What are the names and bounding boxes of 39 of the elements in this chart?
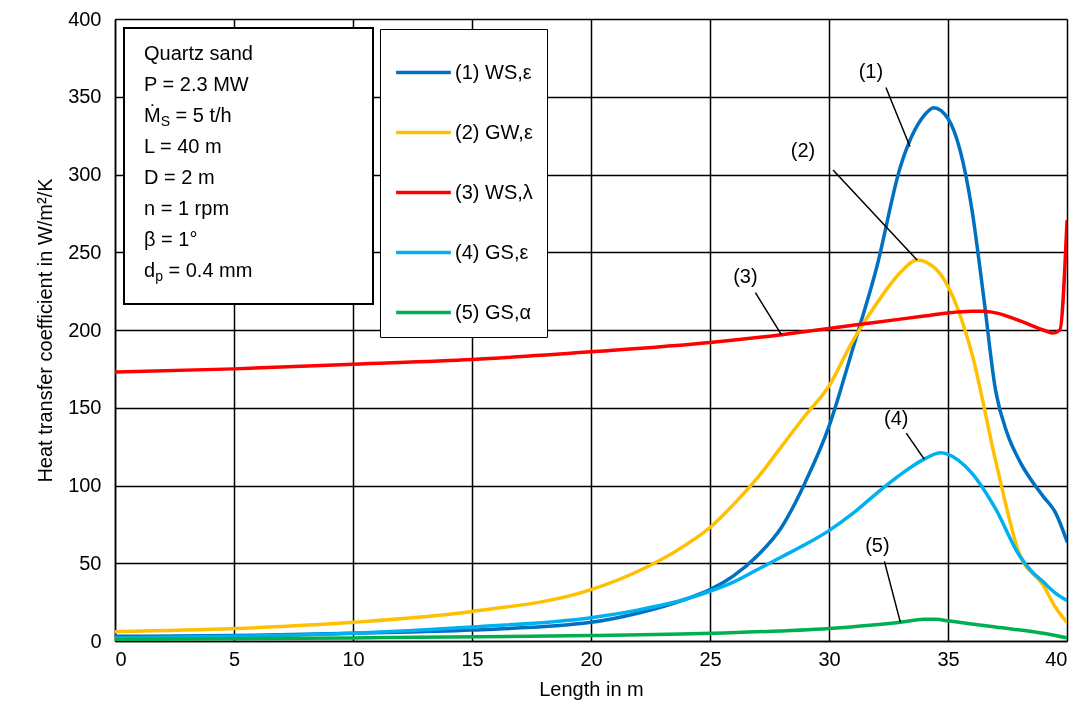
annotation: Ṁ$_{S}$ = 5 t/h xyxy=(144,103,233,131)
y-tick-label: 150 xyxy=(68,396,102,419)
annotation: (4) xyxy=(883,407,909,430)
y-axis-title: Heat transfer coefficient in W/m²/K xyxy=(34,177,57,483)
annotation: L = 40 m xyxy=(144,134,223,159)
y-tick-label: 50 xyxy=(79,551,102,574)
y-tick-label: 0 xyxy=(90,629,102,652)
annotation: n = 1 rpm xyxy=(144,196,231,221)
x-tick-label: 10 xyxy=(342,647,365,670)
x-axis-title: Length in m xyxy=(539,677,644,700)
x-tick-label: 20 xyxy=(580,647,603,670)
y-tick-label: 400 xyxy=(68,7,102,30)
y-tick-label: 100 xyxy=(68,474,102,496)
x-tick-label: 15 xyxy=(461,647,484,670)
legend-label: (4) GS,ε xyxy=(455,240,529,263)
x-tick-label: 40 xyxy=(1045,647,1068,670)
annotation: β = 1° xyxy=(144,227,199,252)
legend-label: (1) WS,ε xyxy=(455,60,532,83)
annotation: Quartz sand xyxy=(144,41,254,66)
annotation: (1) xyxy=(858,59,884,82)
annotation: P = 2.3 MW xyxy=(144,72,250,97)
y-tick-label: 200 xyxy=(68,318,102,341)
annotation: d$_{p}$ = 0.4 mm xyxy=(144,258,254,286)
x-tick-label: 25 xyxy=(699,647,722,670)
annotation: D = 2 m xyxy=(144,165,216,190)
y-tick-label: 350 xyxy=(68,85,102,108)
legend-label: (5) GS,α xyxy=(455,300,532,323)
x-tick-label: 35 xyxy=(937,647,960,670)
x-tick-label: 30 xyxy=(818,647,841,670)
legend-label: (2) GW,ε xyxy=(455,120,533,143)
x-tick-label: 5 xyxy=(228,647,241,670)
legend-label: (3) WS,λ xyxy=(455,180,533,203)
y-tick-label: 300 xyxy=(68,163,102,185)
x-tick-label: 0 xyxy=(115,647,127,670)
annotation: (5) xyxy=(865,534,890,557)
y-tick-label: 250 xyxy=(68,240,102,263)
annotation: (2) xyxy=(790,139,816,162)
annotation: (3) xyxy=(733,264,758,287)
line-series xyxy=(115,219,1067,374)
